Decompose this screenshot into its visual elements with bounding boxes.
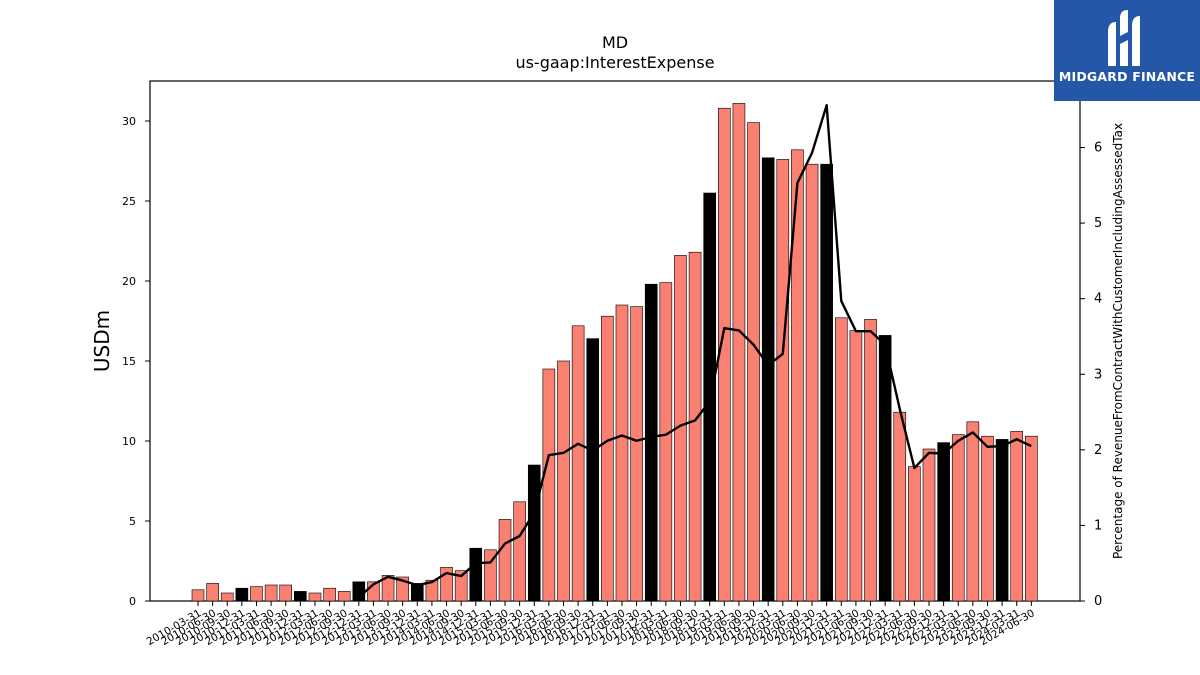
bar xyxy=(191,589,205,602)
chart-subtitle: us-gaap:InterestExpense xyxy=(515,53,714,72)
bar xyxy=(498,519,512,602)
bar xyxy=(1025,435,1038,602)
line-group xyxy=(358,103,1032,599)
y-tick-label-left: 25 xyxy=(122,195,136,208)
bar xyxy=(235,587,249,602)
bar xyxy=(995,439,1009,602)
bar xyxy=(747,122,760,602)
y-tick-label-right: 3 xyxy=(1094,367,1102,382)
bar xyxy=(557,360,570,602)
y-tick-label-right: 4 xyxy=(1094,292,1102,307)
bar xyxy=(864,319,877,602)
y-axis-label-left: USDm xyxy=(90,310,114,372)
bar xyxy=(571,325,585,602)
bar xyxy=(732,103,746,602)
bar xyxy=(849,330,863,602)
y-tick-label-right: 6 xyxy=(1094,141,1102,156)
bar xyxy=(264,584,278,602)
chart-title: MD xyxy=(602,33,628,52)
bar xyxy=(308,592,322,602)
y-tick-label-right: 5 xyxy=(1094,216,1102,231)
bar xyxy=(294,591,307,602)
bar xyxy=(951,434,965,602)
bar xyxy=(922,448,936,602)
y-axis-label-right: Percentage of RevenueFromContractWithCus… xyxy=(1111,123,1125,559)
bar xyxy=(323,587,336,602)
y-axis-left: 0 5 10 15 20 25 30 xyxy=(122,115,150,608)
bar xyxy=(220,592,234,602)
bar xyxy=(279,584,293,602)
bar xyxy=(688,251,702,602)
y-tick-label-left: 0 xyxy=(129,595,136,608)
bar xyxy=(630,306,643,602)
bar xyxy=(615,304,629,602)
y-tick-label-right: 0 xyxy=(1094,594,1102,609)
bar xyxy=(469,547,483,602)
bar xyxy=(352,581,366,602)
bar xyxy=(542,368,556,602)
bar xyxy=(1010,431,1024,602)
y-tick-label-right: 1 xyxy=(1094,518,1102,533)
y-tick-label-left: 20 xyxy=(122,275,136,288)
plot-frame xyxy=(149,80,1081,602)
y-tick-label-right: 2 xyxy=(1094,443,1102,458)
bar xyxy=(981,435,994,602)
bar xyxy=(908,466,921,602)
bar xyxy=(878,335,892,602)
bar xyxy=(337,591,351,602)
bar xyxy=(644,283,658,602)
bar xyxy=(805,163,819,602)
bar xyxy=(761,157,775,602)
bar xyxy=(527,464,541,602)
bar xyxy=(820,163,833,602)
bar xyxy=(601,315,614,602)
bars-group xyxy=(191,103,1038,602)
bar xyxy=(776,159,790,602)
brand-logo: MIDGARD FINANCE xyxy=(1054,0,1200,101)
y-tick-label-left: 30 xyxy=(122,115,136,128)
bar xyxy=(834,317,848,602)
bar xyxy=(893,411,907,602)
series-line xyxy=(358,103,1032,599)
y-tick-label-left: 10 xyxy=(122,435,136,448)
y-tick-label-left: 5 xyxy=(129,515,136,528)
bar xyxy=(250,586,263,602)
y-tick-label-left: 15 xyxy=(122,355,136,368)
y-axis-right: 0 1 2 3 4 5 6 xyxy=(1080,141,1102,609)
bar xyxy=(513,501,526,602)
x-axis: 2010-03-312010-06-302010-09-302010-12-31… xyxy=(145,601,1037,648)
logo-mark-icon xyxy=(1108,10,1140,66)
bar xyxy=(206,583,219,602)
logo-text: MIDGARD FINANCE xyxy=(1058,69,1196,84)
bar xyxy=(966,421,980,602)
bar xyxy=(791,149,804,602)
bar xyxy=(586,338,600,602)
bar xyxy=(659,282,673,602)
bar xyxy=(937,442,950,602)
